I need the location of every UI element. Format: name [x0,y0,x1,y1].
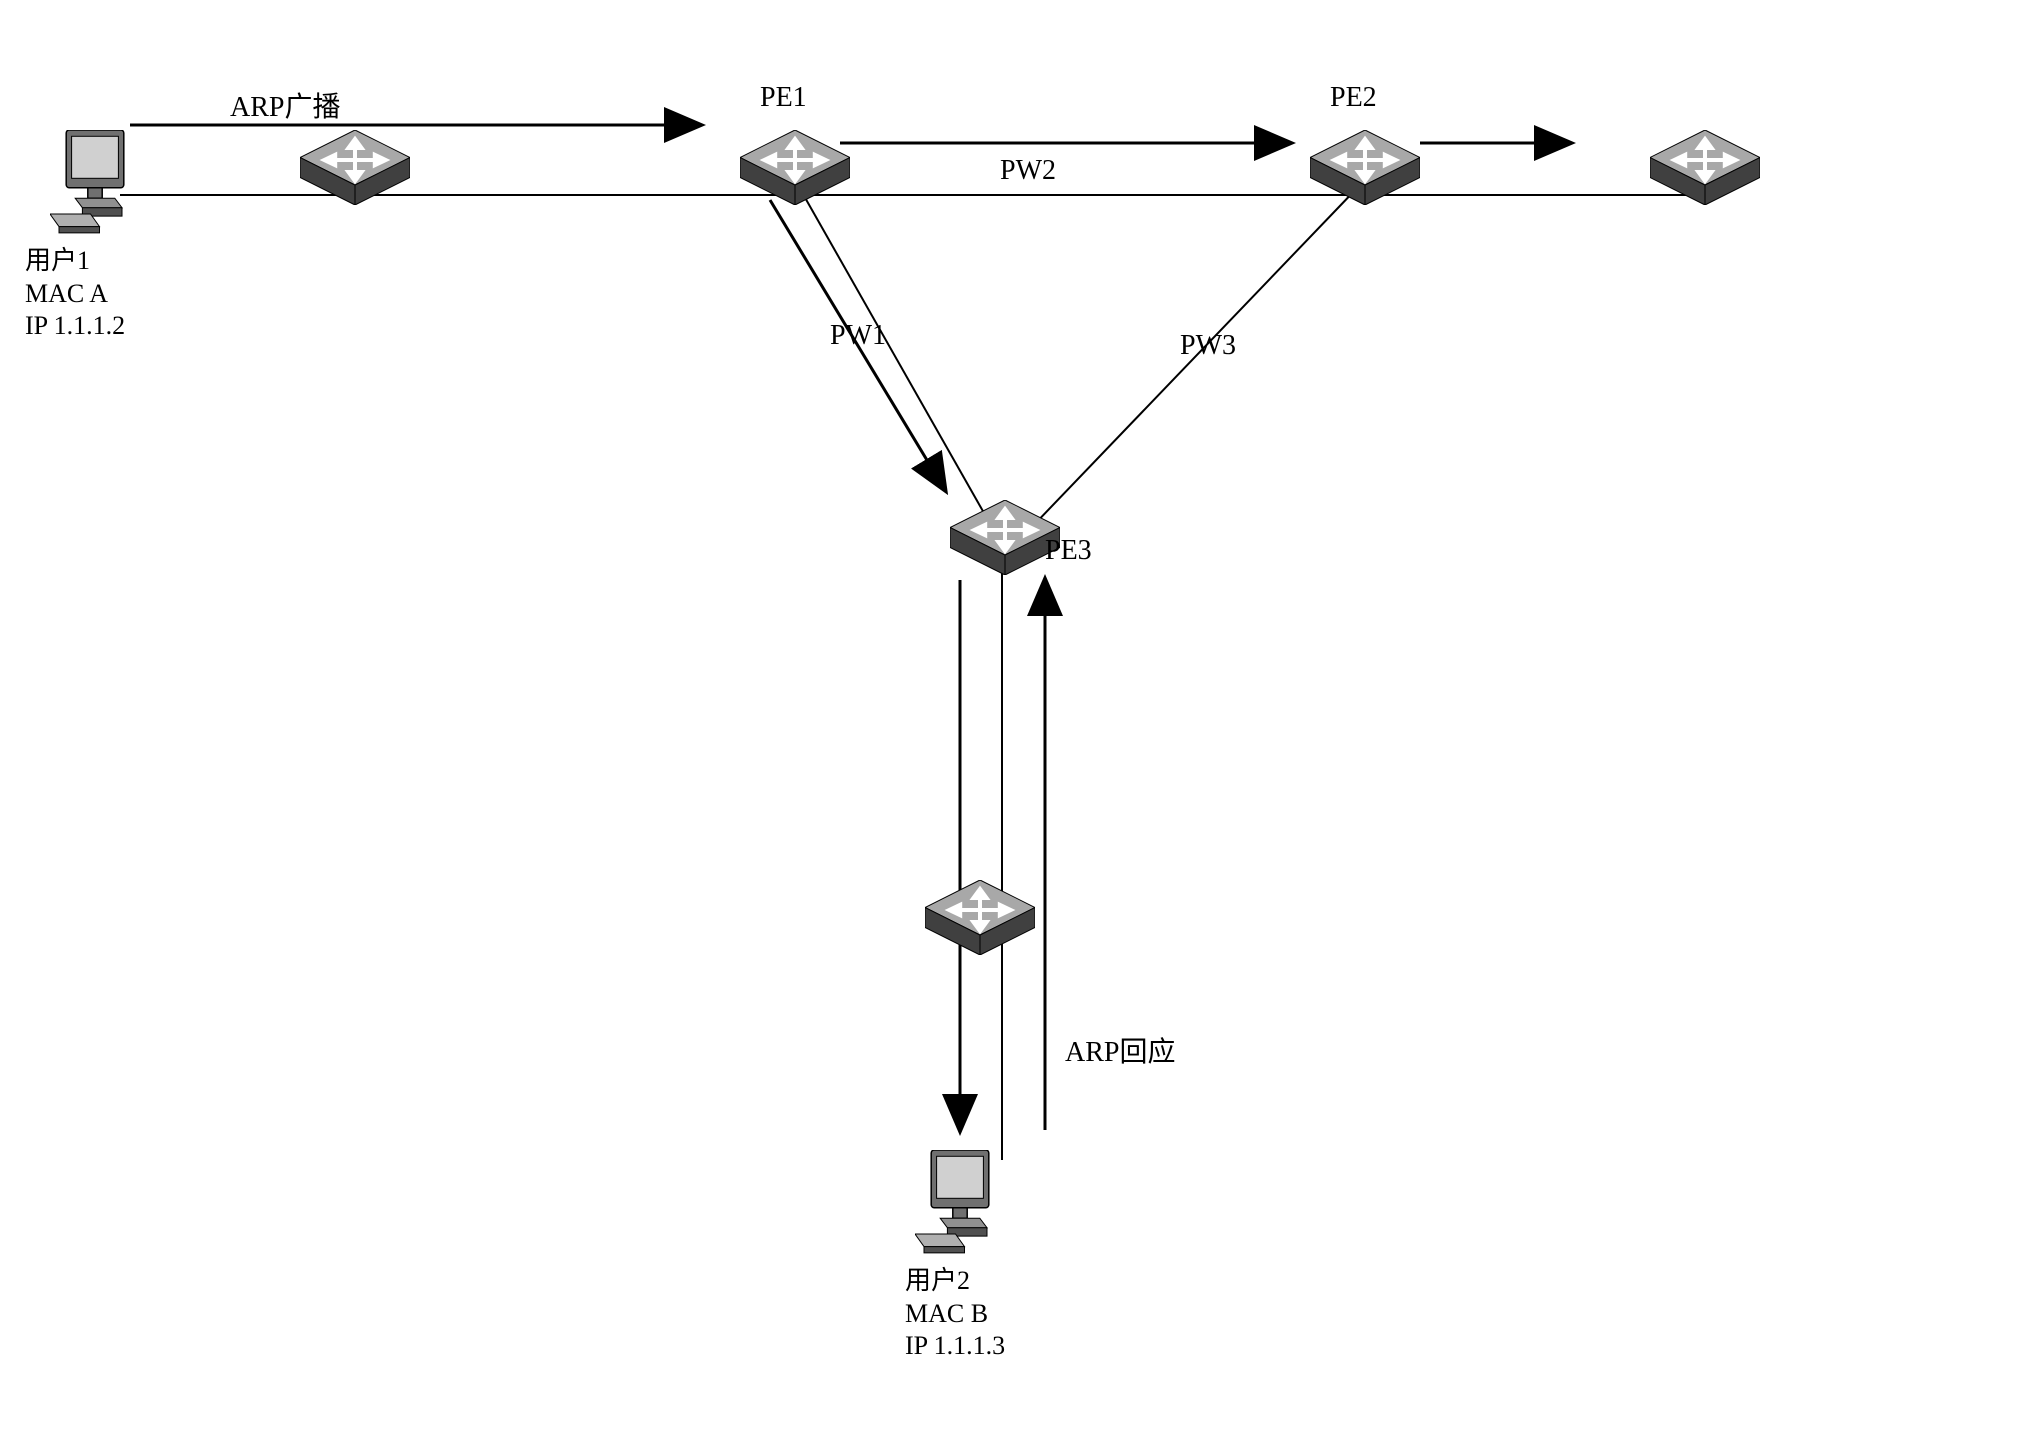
edge-label: PW3 [1180,330,1236,362]
edge-label: ARP广播 [230,85,340,125]
diagram-canvas [0,0,2018,1447]
router-pe3 [950,500,1060,580]
edge-label: PW2 [1000,155,1056,187]
node-label-pe1: PE1 [760,82,807,114]
router-pe1 [740,130,850,210]
computer-user1 [50,130,140,240]
node-label-user1: 用户1 MAC A IP 1.1.1.2 [25,245,125,343]
router-pe2 [1310,130,1420,210]
edge-label: PW1 [830,320,886,352]
node-label-pe3: PE3 [1045,535,1092,567]
computer-user2 [915,1150,1005,1260]
router-sw3 [925,880,1035,960]
node-label-pe2: PE2 [1330,82,1377,114]
connection-line [795,180,1005,550]
edge-label: ARP回应 [1065,1030,1175,1070]
router-sw2 [1650,130,1760,210]
router-sw1 [300,130,410,210]
node-label-user2: 用户2 MAC B IP 1.1.1.3 [905,1265,1005,1363]
